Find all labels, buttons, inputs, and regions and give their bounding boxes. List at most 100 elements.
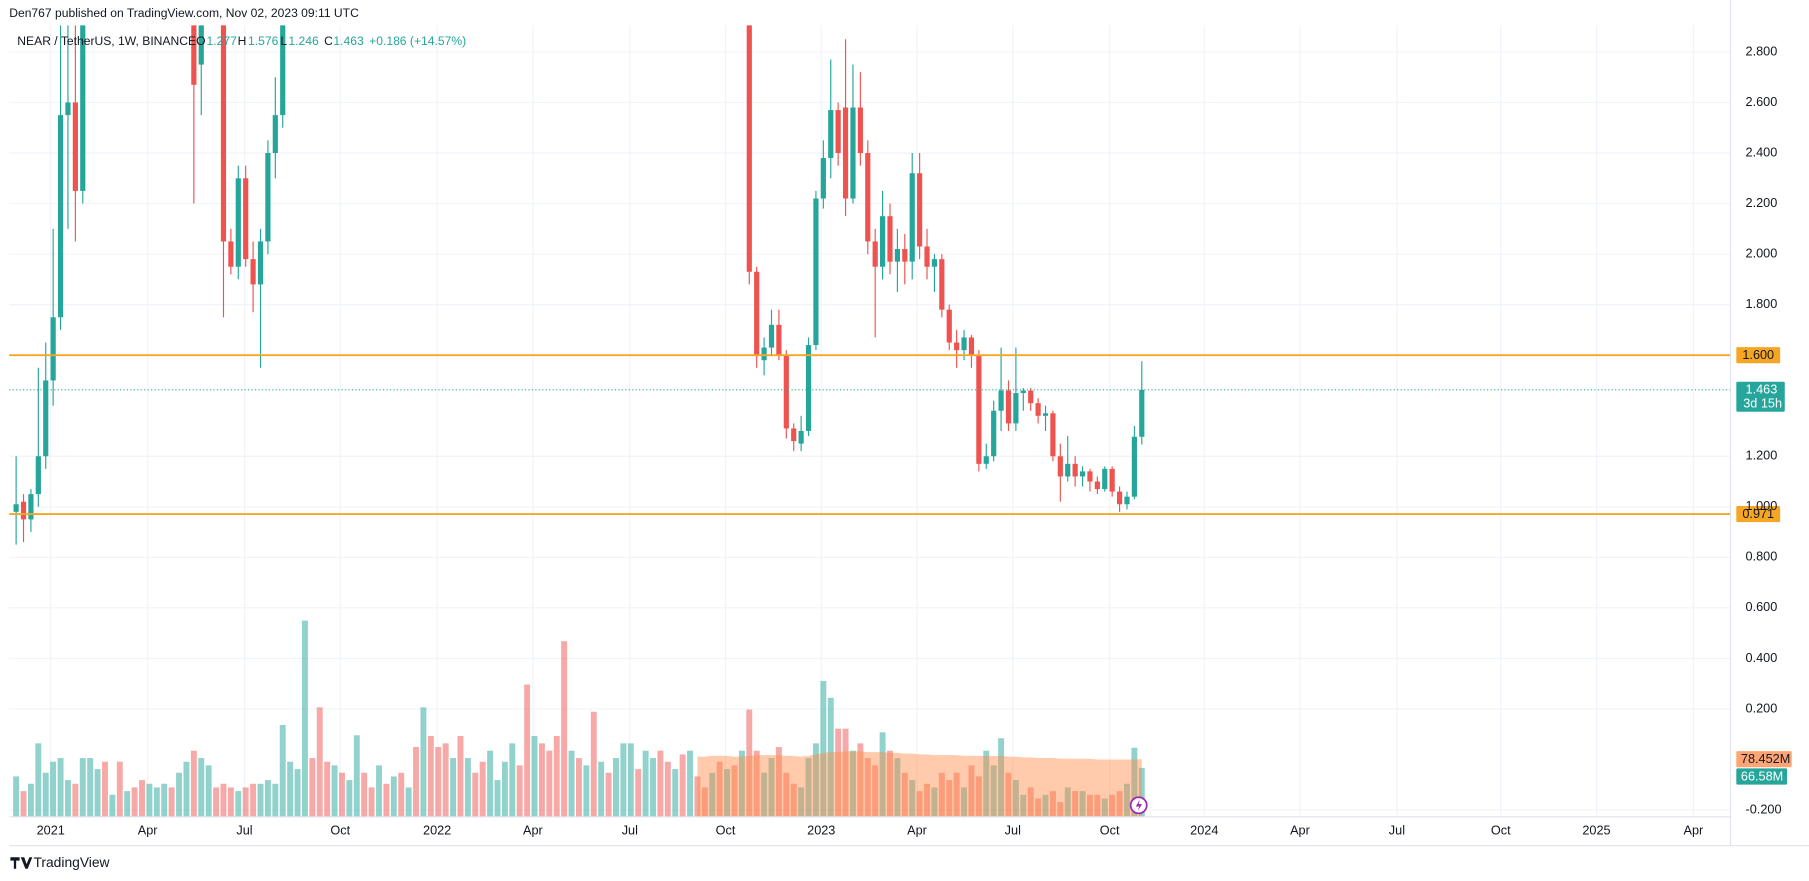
volume-bar (420, 707, 427, 817)
volume-bar (242, 787, 249, 817)
candle-body (872, 241, 878, 267)
volume-bar (938, 772, 945, 817)
volume-bar (620, 743, 627, 817)
volume-bar (783, 772, 790, 817)
y-tick-label: 1.200 (1746, 449, 1778, 463)
x-tick-label: Apr (1683, 824, 1704, 838)
y-tick-label: 0.600 (1746, 600, 1778, 614)
volume-bar (635, 769, 642, 817)
volume-bar (27, 783, 34, 817)
volume-bar (946, 780, 953, 817)
y-tick-label: 1.000 (1746, 499, 1778, 513)
volume-bar (94, 769, 101, 817)
volume-bar (183, 761, 190, 817)
candle-body (1013, 393, 1019, 424)
volume-pane (13, 620, 1145, 817)
volume-bar (1020, 794, 1027, 817)
volume-bar (220, 783, 227, 817)
volume-bar (161, 783, 168, 817)
volume-bar (650, 758, 656, 817)
candle-body (250, 259, 256, 285)
volume-bar (472, 772, 479, 817)
volume-bar (427, 736, 434, 817)
volume-bar (131, 787, 138, 817)
candle-body (835, 110, 841, 154)
candle-body (1042, 413, 1049, 416)
volume-bar (975, 776, 982, 817)
candle-body (1072, 463, 1078, 477)
candle-body (761, 347, 767, 361)
brand: TradingView (33, 854, 110, 870)
candle-body (842, 107, 849, 199)
volume-bar (679, 754, 686, 817)
candle-body (791, 428, 797, 442)
volume-bar (916, 791, 923, 817)
volume-bar (361, 772, 368, 817)
volume-bar (1079, 791, 1086, 817)
level-label-box (1736, 347, 1781, 364)
candles (13, 25, 1145, 545)
volume-bar (798, 787, 805, 817)
volume-bar (842, 728, 849, 817)
x-tick-label: Jul (236, 824, 252, 838)
candle-body (783, 355, 789, 429)
volume-bar (1101, 798, 1108, 817)
y-tick-label: 0.800 (1746, 550, 1778, 564)
volume-bar (590, 711, 597, 817)
volume-bar (857, 743, 864, 817)
y-tick-label: -0.200 (1746, 802, 1782, 816)
ohlc-l-value: 1.246 (288, 34, 319, 48)
symbol-legend: NEAR / TetherUS, 1W, BINANCE O 1.277 H 1… (17, 34, 466, 48)
volume-bar (835, 728, 842, 817)
volume-bar (109, 794, 116, 817)
volume-bar (279, 724, 286, 817)
volume-bar (250, 783, 257, 817)
volume-bar (872, 765, 879, 817)
volume-bar (487, 750, 494, 817)
candle-body (887, 216, 893, 262)
volume-bar (346, 780, 353, 817)
volume-bar (139, 780, 145, 817)
y-tick-label: 0.400 (1746, 651, 1778, 665)
volume-bar (390, 776, 397, 817)
level-label-box (1736, 506, 1781, 523)
candle-body (272, 115, 278, 154)
candle-body (931, 259, 938, 267)
volume-bar (13, 776, 20, 817)
y-tick-label: 2.000 (1746, 246, 1778, 260)
x-tick-label: Oct (1100, 824, 1120, 838)
candle-body (939, 259, 945, 310)
volume-bar (435, 747, 442, 817)
volume-bar (553, 736, 560, 817)
volume-bar (894, 758, 901, 817)
volume-ma-label: 78.452M (1741, 752, 1790, 766)
candle-body (1139, 389, 1145, 437)
volume-bar (64, 780, 71, 817)
volume-bar (990, 765, 997, 817)
candle-body (43, 380, 49, 457)
symbol: NEAR / TetherUS, 1W, BINANCE (17, 34, 196, 48)
volume-bar (901, 772, 908, 817)
x-tick-label: 2025 (1582, 824, 1610, 838)
candle-body (198, 25, 204, 65)
ohlc-o-value: 1.277 (207, 34, 238, 48)
volume-bar (494, 780, 501, 817)
volume-bar (1012, 780, 1019, 817)
volume-bar (116, 761, 123, 817)
candle-body (220, 25, 227, 242)
volume-bar (376, 765, 382, 817)
candle-body (1109, 468, 1115, 492)
candle-body (257, 241, 264, 285)
volume-bar (1049, 791, 1056, 817)
candle-body (805, 345, 812, 431)
volume-bar (50, 761, 57, 817)
volume-bar (294, 769, 301, 817)
volume-bar (998, 738, 1005, 817)
volume-bar (287, 761, 294, 817)
candle-body (1005, 390, 1012, 424)
volume-bar (605, 772, 612, 817)
volume-bar (598, 761, 605, 817)
volume-bar (57, 758, 64, 817)
volume-bar (124, 791, 131, 817)
last-price-label: 1.463 (1746, 383, 1778, 397)
